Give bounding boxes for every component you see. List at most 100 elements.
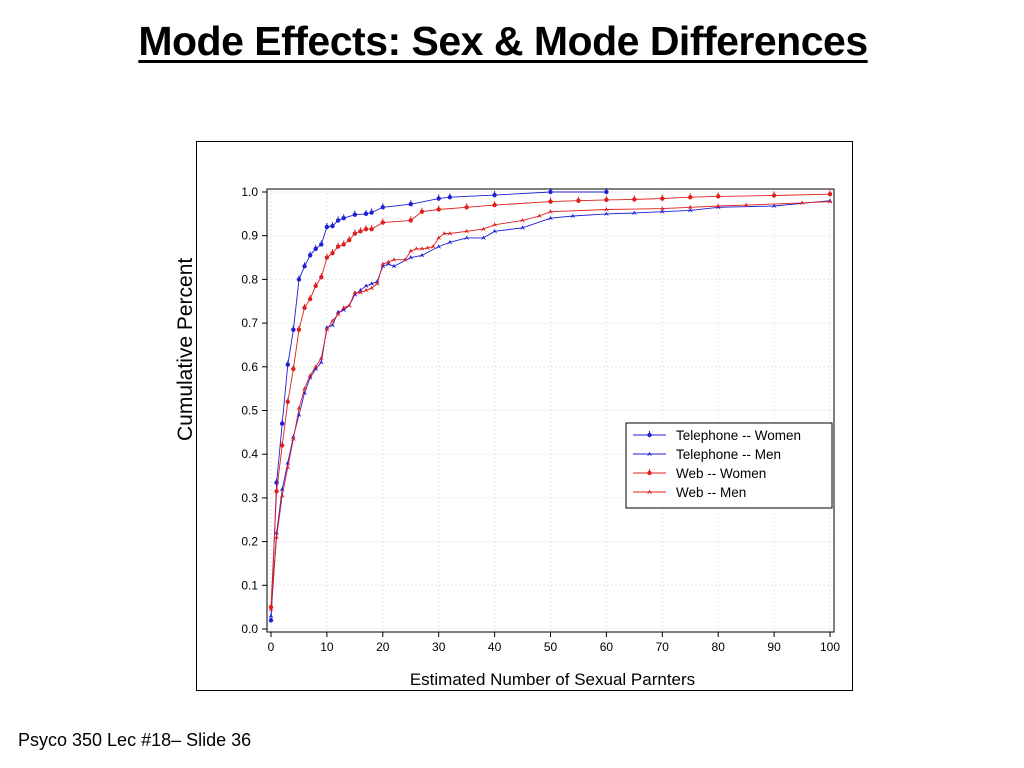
data-point-series-1 xyxy=(436,196,441,201)
data-point-series-1 xyxy=(324,224,330,230)
data-point-series-4 xyxy=(335,311,341,317)
data-point-series-4 xyxy=(279,493,285,498)
data-point-series-3 xyxy=(313,283,318,289)
y-tick-label: 0.9 xyxy=(241,229,258,243)
data-point-series-2 xyxy=(313,366,319,372)
data-point-series-4 xyxy=(715,203,721,209)
x-tick-label: 90 xyxy=(767,640,781,654)
data-point-series-3 xyxy=(330,250,335,256)
data-point-series-4 xyxy=(385,259,391,265)
data-point-series-1 xyxy=(548,189,553,195)
data-point-series-2 xyxy=(520,225,525,231)
data-point-series-3 xyxy=(279,443,285,448)
data-point-series-2 xyxy=(570,213,576,219)
data-point-series-4 xyxy=(481,226,486,232)
data-point-series-4 xyxy=(346,303,352,308)
data-point-series-1 xyxy=(380,205,385,210)
chart-frame: 0.0 0.1 0.2 0.3 0.4 0.5 0.6 0.7 0.8 0.9 1.0 0 10 20 30… xyxy=(196,141,853,691)
legend-label: Telephone -- Women xyxy=(676,428,801,443)
y-axis-title: Cumulative Percent xyxy=(174,257,197,441)
data-point-series-3 xyxy=(380,220,385,225)
data-point-series-3 xyxy=(436,207,441,212)
x-tick-label: 70 xyxy=(656,640,670,654)
data-point-series-4 xyxy=(441,231,447,236)
data-point-series-3 xyxy=(492,202,497,208)
data-point-series-3 xyxy=(419,209,425,214)
x-tick-label: 30 xyxy=(432,640,446,654)
data-point-series-3 xyxy=(363,226,369,232)
y-tick-label: 0.5 xyxy=(241,404,258,418)
data-point-series-2 xyxy=(408,255,414,260)
data-point-series-3 xyxy=(771,193,777,198)
x-tick-label: 100 xyxy=(820,640,840,654)
data-point-series-2 xyxy=(464,235,470,241)
data-point-series-4 xyxy=(341,305,347,311)
data-point-series-2 xyxy=(492,228,497,234)
data-point-series-2 xyxy=(687,207,693,213)
data-point-series-3 xyxy=(604,197,609,203)
data-point-series-4 xyxy=(536,213,542,219)
data-point-series-3 xyxy=(632,197,637,202)
data-point-series-2 xyxy=(447,239,453,245)
data-point-series-3 xyxy=(352,231,358,236)
data-point-series-4 xyxy=(827,199,833,204)
data-point-series-4 xyxy=(285,464,291,470)
data-point-series-1 xyxy=(313,246,318,252)
data-point-series-3 xyxy=(341,242,346,247)
data-point-series-3 xyxy=(291,366,296,372)
data-point-series-4 xyxy=(659,206,665,211)
y-tick-label: 1.0 xyxy=(241,185,258,199)
slide-title: Mode Effects: Sex & Mode Differences xyxy=(138,18,868,64)
data-point-series-2 xyxy=(369,281,375,286)
data-point-series-1 xyxy=(604,189,609,195)
data-point-series-2 xyxy=(771,203,777,209)
y-tick-label: 0.1 xyxy=(241,578,258,592)
legend-marker xyxy=(647,432,652,438)
data-point-series-4 xyxy=(799,200,805,206)
data-point-series-1 xyxy=(307,253,313,258)
data-point-series-3 xyxy=(302,305,307,311)
x-tick-label: 20 xyxy=(376,640,390,654)
data-point-series-3 xyxy=(548,199,553,204)
data-point-series-1 xyxy=(319,242,324,247)
legend-label: Web -- Women xyxy=(676,466,766,481)
data-point-series-3 xyxy=(324,255,330,260)
data-point-series-4 xyxy=(274,534,279,540)
data-point-series-4 xyxy=(318,355,324,361)
data-point-series-2 xyxy=(341,307,347,313)
x-tick-label: 0 xyxy=(268,640,275,654)
data-point-series-2 xyxy=(715,204,721,210)
data-point-series-2 xyxy=(268,613,274,619)
data-point-series-1 xyxy=(492,192,497,198)
data-point-series-4 xyxy=(520,218,525,223)
data-point-series-2 xyxy=(548,215,553,221)
data-point-series-4 xyxy=(380,261,386,267)
x-tick-label: 50 xyxy=(544,640,558,654)
data-point-series-4 xyxy=(743,202,749,208)
data-point-series-1 xyxy=(408,202,413,207)
data-point-series-3 xyxy=(660,196,665,201)
data-point-series-4 xyxy=(425,245,430,251)
data-point-series-4 xyxy=(330,318,335,324)
data-point-series-4 xyxy=(358,290,363,295)
x-tick-label: 60 xyxy=(600,640,614,654)
data-point-series-4 xyxy=(290,436,296,442)
y-tick-label: 0.0 xyxy=(241,622,258,636)
data-point-series-1 xyxy=(279,421,285,426)
data-point-series-4 xyxy=(430,244,436,249)
data-point-series-4 xyxy=(464,228,470,234)
data-point-series-1 xyxy=(302,264,307,269)
data-point-series-1 xyxy=(335,218,341,223)
data-point-series-2 xyxy=(631,210,637,216)
legend-box xyxy=(625,422,833,509)
data-point-series-2 xyxy=(481,235,486,241)
data-point-series-1 xyxy=(296,277,302,282)
y-tick-label: 0.8 xyxy=(241,272,258,286)
data-point-series-4 xyxy=(436,235,442,241)
data-point-series-4 xyxy=(302,386,307,391)
data-point-series-4 xyxy=(687,204,693,210)
data-point-series-3 xyxy=(335,244,341,249)
data-point-series-1 xyxy=(291,327,296,332)
slide-footer: Psyco 350 Lec #18– Slide 36 xyxy=(18,730,252,750)
data-point-series-3 xyxy=(307,296,313,302)
